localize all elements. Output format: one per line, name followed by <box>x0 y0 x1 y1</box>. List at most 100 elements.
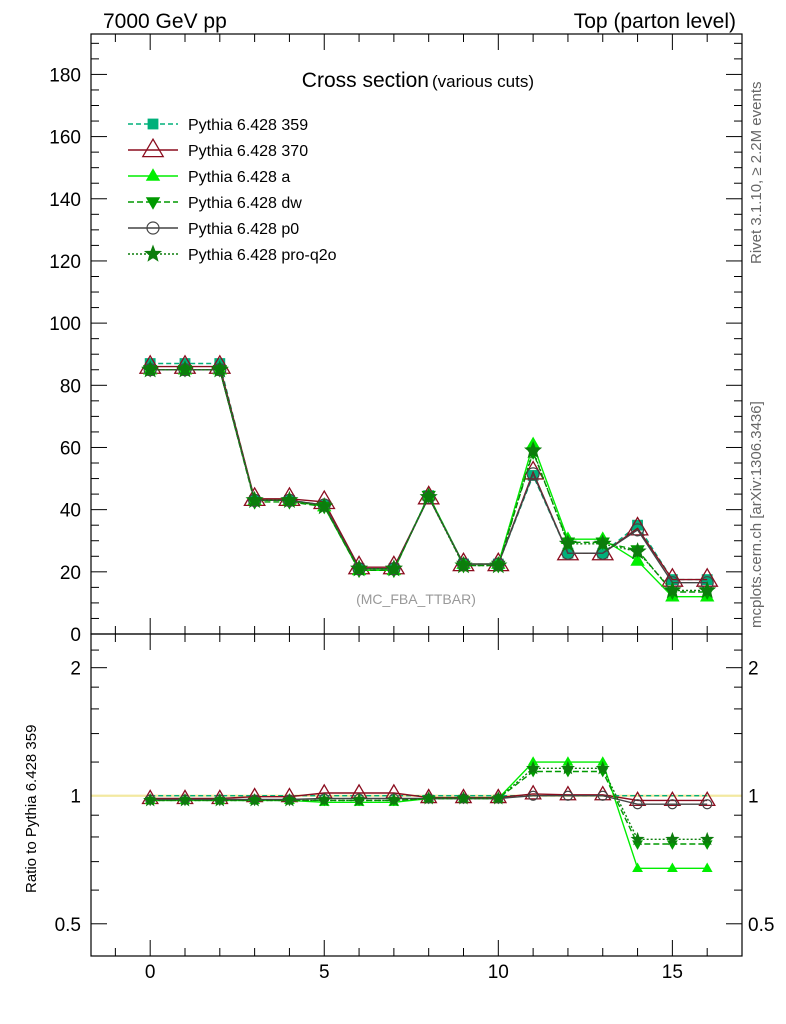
y-tick-label: 60 <box>60 438 81 459</box>
series-5 <box>141 360 717 599</box>
data-point <box>700 831 715 846</box>
y-tick-label: 80 <box>60 376 81 397</box>
data-point <box>562 756 574 766</box>
ratio-line <box>150 770 708 845</box>
data-point <box>143 792 158 807</box>
legend-marker <box>143 244 163 262</box>
y-tick-label: 2 <box>70 659 81 680</box>
header-left: 7000 GeV pp <box>103 10 227 33</box>
watermark: (MC_FBA_TTBAR) <box>356 591 476 607</box>
data-point <box>593 785 612 801</box>
data-point <box>524 441 543 459</box>
data-point <box>175 360 195 378</box>
x-tick-label: 15 <box>662 962 683 983</box>
legend-label: Pythia 6.428 pro-q2o <box>188 247 337 264</box>
data-point <box>562 790 574 801</box>
y-tick-label: 100 <box>49 314 81 335</box>
series-1 <box>138 354 719 587</box>
data-point <box>317 792 332 807</box>
data-point <box>701 862 713 872</box>
y-tick-label: 1 <box>70 787 81 808</box>
data-point <box>210 360 229 378</box>
data-point <box>630 523 645 537</box>
y-tick-label: 140 <box>49 190 81 211</box>
data-point <box>628 791 647 807</box>
data-point <box>528 790 539 801</box>
header-right: Top (parton level) <box>574 10 736 33</box>
data-point <box>456 791 471 805</box>
legend-label: Pythia 6.428 370 <box>188 143 308 160</box>
data-point <box>247 792 262 807</box>
y-tick-label-right: 0.5 <box>748 915 774 936</box>
legend: Pythia 6.428 359 Pythia 6.428 370 Pythia 6… <box>128 117 337 264</box>
data-point <box>526 760 541 775</box>
legend-item: Pythia 6.428 dw <box>128 195 302 212</box>
data-point <box>593 534 612 552</box>
y-tick-label: 160 <box>49 128 81 149</box>
x-tick-label: 10 <box>488 962 509 983</box>
y-tick-label: 40 <box>60 501 81 522</box>
ratio-panel: 0.5 0.5 1 1 2 2 0 5 10 15 Ratio to Pythia 6.428 3… <box>23 633 774 983</box>
side-label-bottom: mcplots.cern.ch [arXiv:1306.3436] <box>748 401 765 628</box>
data-point <box>667 799 678 810</box>
data-point <box>630 831 645 846</box>
legend-marker <box>145 197 161 210</box>
series-0 <box>144 358 713 585</box>
data-point <box>595 760 610 775</box>
data-point <box>315 497 334 515</box>
ratio-series-2 <box>144 756 713 872</box>
data-point <box>454 556 473 574</box>
data-point <box>245 490 264 509</box>
y-tick-label: 20 <box>60 563 81 584</box>
x-tick-label: 0 <box>145 962 156 983</box>
ratio-frame <box>90 633 743 957</box>
legend-label: Pythia 6.428 p0 <box>188 221 299 238</box>
data-point <box>665 831 680 846</box>
series-line <box>150 369 708 593</box>
side-label-top: Rivet 3.1.10, ≥ 2.2M events <box>748 82 765 265</box>
legend-item: Pythia 6.428 a <box>128 168 290 186</box>
ratio-series-5 <box>143 760 715 846</box>
legend-marker <box>141 137 165 158</box>
legend-marker <box>146 221 160 235</box>
data-point <box>527 756 539 766</box>
data-point <box>386 792 401 807</box>
x-tick-label: 5 <box>319 962 330 983</box>
data-point <box>524 784 542 800</box>
y-tick-label-right: 1 <box>748 787 759 808</box>
data-point <box>350 559 369 577</box>
ratio-line <box>150 761 708 869</box>
legend-marker <box>145 168 161 181</box>
data-point <box>419 487 438 505</box>
legend-item: Pythia 6.428 p0 <box>128 221 299 238</box>
data-point <box>597 790 608 801</box>
data-point <box>663 791 682 807</box>
legend-item: Pythia 6.428 370 <box>128 137 308 160</box>
main-panel: 0 20 40 60 80 100 120 140 160 180 Cross section (… <box>49 33 743 646</box>
series-line <box>150 369 708 598</box>
data-point <box>663 580 682 599</box>
legend-item: Pythia 6.428 pro-q2o <box>128 244 337 264</box>
ratio-ylabel: Ratio to Pythia 6.428 359 <box>23 725 40 893</box>
data-point <box>632 799 643 810</box>
data-point <box>384 559 403 577</box>
data-point <box>177 792 193 807</box>
data-point <box>630 553 645 566</box>
legend-marker <box>147 118 159 130</box>
legend-label: Pythia 6.428 359 <box>188 117 308 134</box>
main-subtitle: (various cuts) <box>432 72 534 91</box>
data-point <box>421 791 436 805</box>
data-point <box>280 490 299 509</box>
data-point <box>698 791 716 807</box>
data-point <box>491 791 506 805</box>
data-point <box>628 542 647 560</box>
legend-label: Pythia 6.428 a <box>188 169 290 186</box>
ratio-line <box>150 767 708 840</box>
y-tick-label-right: 2 <box>748 659 759 680</box>
data-point <box>559 785 577 801</box>
series-line <box>150 369 708 584</box>
data-point <box>632 519 643 531</box>
legend-item: Pythia 6.428 359 <box>128 117 308 134</box>
data-point <box>141 360 160 378</box>
